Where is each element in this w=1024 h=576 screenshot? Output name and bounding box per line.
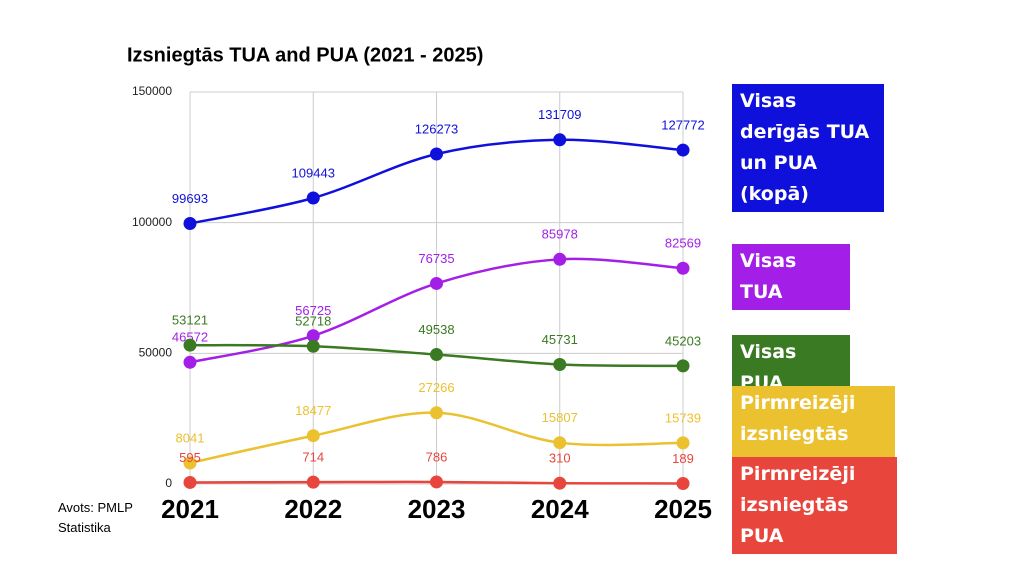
legend-entry: Visas derīgās TUA un PUA (kopā) [732,84,884,212]
data-label: 82569 [665,236,701,251]
data-point [553,476,567,490]
data-label: 595 [179,450,201,465]
data-point [676,477,690,491]
source-note: Avots: PMLP Statistika [58,500,133,535]
data-point [306,475,320,489]
data-point [183,475,197,489]
x-tick-label: 2022 [284,494,342,524]
data-label: 49538 [418,322,454,337]
data-label: 310 [549,451,571,466]
y-tick-label: 150000 [132,84,172,98]
x-tick-label: 2025 [654,494,712,524]
data-point [306,339,320,353]
data-label: 76735 [418,251,454,266]
data-label: 46572 [172,330,208,345]
chart-title: Izsniegtās TUA and PUA (2021 - 2025) [127,44,483,66]
data-point [430,147,443,161]
data-point [676,143,690,157]
data-point [676,261,690,275]
data-point [553,436,567,450]
data-point [430,348,443,362]
y-tick-label: 50000 [139,346,173,360]
data-label: 8041 [176,430,205,445]
data-point [183,355,197,369]
data-label: 131709 [538,107,581,122]
data-label: 27266 [418,380,454,395]
data-point [430,276,443,290]
data-point [183,216,197,230]
data-label: 18477 [295,403,331,418]
y-tick-label: 0 [165,476,172,490]
legend-entry: Visas TUA [732,244,850,310]
data-label: 45731 [542,332,578,347]
y-tick-label: 100000 [132,215,172,229]
data-point [676,436,690,450]
data-label: 109443 [292,165,335,180]
data-label: 15807 [542,410,578,425]
data-label: 15739 [665,410,701,425]
data-point [306,429,320,443]
data-label: 714 [302,450,324,465]
data-label: 56725 [295,303,331,318]
data-label: 786 [426,449,448,464]
legend-entry: Pirmreizēji izsniegtās PUA [732,457,897,554]
data-point [553,357,567,371]
data-label: 53121 [172,313,208,328]
x-tick-label: 2021 [161,494,219,524]
data-point [553,252,567,266]
data-label: 45203 [665,333,701,348]
data-label: 126273 [415,121,458,136]
data-point [553,133,567,147]
data-point [183,456,197,470]
data-point [430,475,443,489]
data-point [306,191,320,205]
data-point [676,359,690,373]
data-label: 52718 [295,314,331,329]
data-point [430,406,443,420]
data-label: 127772 [661,118,704,133]
x-tick-label: 2024 [531,494,589,524]
data-label: 189 [672,451,694,466]
data-point [183,338,197,352]
data-label: 85978 [542,227,578,242]
x-tick-label: 2023 [408,494,466,524]
data-label: 99693 [172,191,208,206]
data-point [306,329,320,343]
